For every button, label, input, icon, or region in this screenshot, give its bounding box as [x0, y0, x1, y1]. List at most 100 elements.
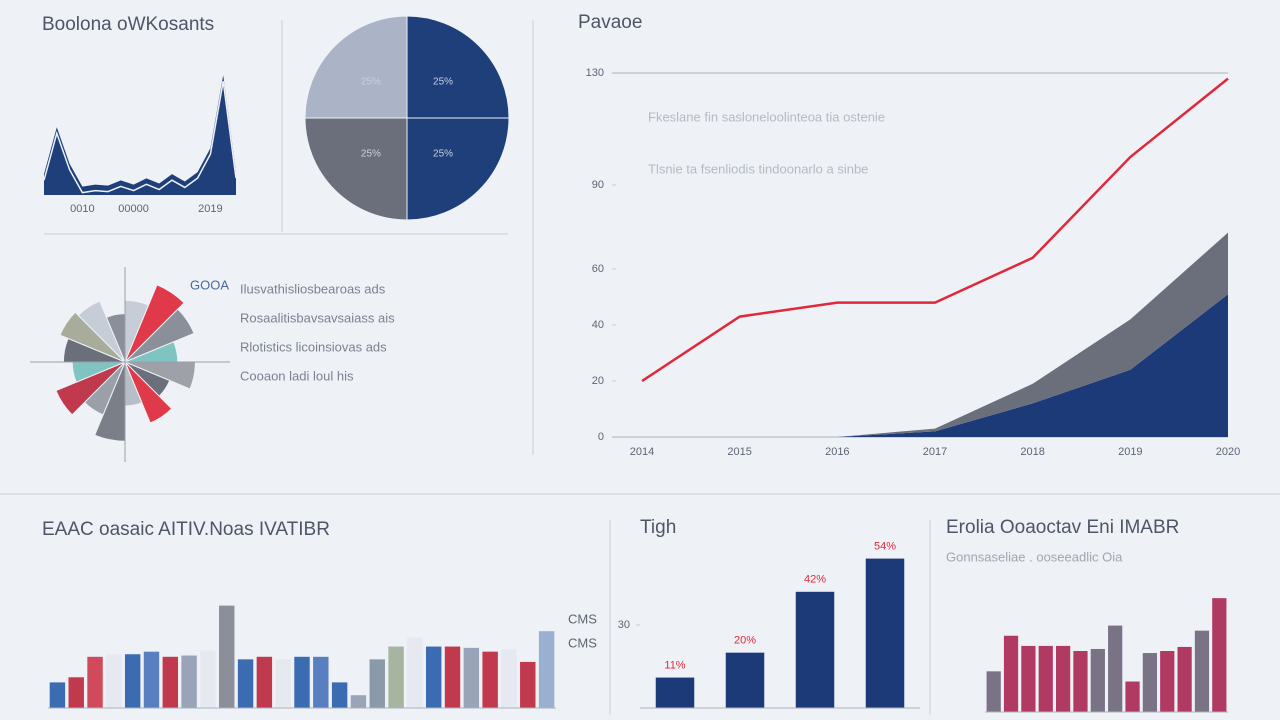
bar — [1021, 645, 1036, 712]
polar-wedge — [124, 308, 195, 363]
x-tick-label: 2018 — [1020, 446, 1044, 458]
x-tick-label: 0010 — [70, 203, 94, 215]
bar — [986, 671, 1001, 712]
bar — [1055, 645, 1071, 712]
annotation: Fkeslane fin sasloneloolinteoa tia osten… — [648, 109, 885, 124]
slice-label: 25% — [361, 77, 381, 88]
chart-title: Tigh — [640, 517, 676, 538]
x-tick-label: 2020 — [1216, 446, 1240, 458]
bar — [87, 656, 103, 708]
polar-wedge — [124, 361, 173, 424]
bar — [68, 677, 84, 708]
bar — [181, 655, 197, 708]
bar — [425, 646, 442, 708]
bar — [482, 651, 498, 708]
chart-title: EAAC oasaic AITIV.Noas IVATIBR — [42, 519, 330, 540]
slice-label: 25% — [433, 77, 453, 88]
bar — [865, 558, 905, 708]
bar — [1073, 651, 1088, 712]
chart-title: Erolia Ooaoctav Eni IMABR — [946, 517, 1179, 538]
annotation: Ilusvathisliosbearoas ads — [240, 281, 386, 296]
annotation: Cooaon ladi loul his — [240, 368, 354, 383]
area — [44, 75, 236, 195]
bar — [237, 659, 254, 708]
chart-title: Boolona oWKosants — [42, 14, 214, 35]
bar — [350, 695, 367, 708]
chart-title: Pavaoe — [578, 12, 642, 33]
pie-slice — [304, 117, 408, 221]
slice-label: 25% — [433, 149, 453, 160]
data-label: 20% — [734, 635, 756, 647]
legend-entry: CMS — [568, 611, 597, 626]
data-label: 54% — [874, 541, 896, 553]
bar — [444, 646, 461, 708]
y-tick-label: 40 — [592, 319, 604, 331]
x-tick-label: 2019 — [198, 203, 222, 215]
y-tick-label: 0 — [598, 431, 604, 443]
y-tick-label: 30 — [618, 619, 630, 631]
x-tick-label: 2014 — [630, 446, 654, 458]
polar-wedge — [77, 300, 126, 363]
line — [641, 77, 1229, 383]
pie-slice — [304, 15, 408, 119]
bar — [275, 659, 291, 708]
area-outline — [43, 81, 237, 194]
bar — [1160, 651, 1175, 712]
annotation: Rlotistics licoinsiovas ads — [240, 339, 387, 354]
data-label: 11% — [664, 659, 685, 671]
bar — [1194, 630, 1210, 712]
bar — [1038, 645, 1053, 712]
chart-subtitle: Gonnsaseliae . ooseeadlic Oia — [946, 549, 1123, 564]
x-tick-label: 2017 — [923, 446, 947, 458]
y-tick-label: 20 — [592, 375, 604, 387]
bar — [331, 682, 348, 708]
bar — [49, 682, 66, 708]
bar — [463, 647, 480, 708]
bar — [725, 652, 765, 708]
x-tick-label: 2015 — [727, 446, 751, 458]
polar-wedge — [124, 284, 185, 363]
bar — [162, 656, 179, 708]
bar — [1090, 648, 1105, 712]
y-tick-label: 90 — [592, 179, 604, 191]
x-tick-label: 2016 — [825, 446, 849, 458]
bar — [106, 654, 122, 708]
pie-slice — [406, 15, 510, 119]
bar — [1108, 625, 1123, 712]
area — [642, 294, 1228, 437]
area — [642, 232, 1228, 437]
y-tick-label: 130 — [586, 67, 604, 79]
bar — [219, 605, 235, 708]
slice-label: 25% — [361, 149, 381, 160]
polar-wedge — [59, 311, 126, 363]
bar — [795, 591, 835, 708]
chart-title: GOOA — [190, 277, 229, 292]
bar — [124, 654, 141, 708]
bar — [1142, 653, 1158, 712]
bar — [294, 656, 310, 708]
bar — [655, 677, 695, 708]
bar — [1003, 635, 1019, 712]
x-tick-label: 2019 — [1118, 446, 1142, 458]
bar — [501, 649, 517, 708]
bar — [1177, 646, 1192, 712]
y-tick-label: 60 — [592, 263, 604, 275]
bar — [520, 661, 536, 708]
legend-entry: CMS — [568, 635, 597, 650]
bar — [200, 650, 216, 708]
bar — [407, 637, 423, 708]
pie-slice — [406, 117, 510, 221]
bar — [388, 646, 404, 708]
bar — [313, 656, 329, 708]
bar — [143, 651, 160, 708]
bar — [1212, 598, 1227, 712]
data-label: 42% — [804, 574, 826, 586]
bar — [1125, 681, 1140, 712]
annotation: Tlsnie ta fsenliodis tindoonarlo a sinbe — [648, 161, 868, 176]
bar — [538, 631, 555, 708]
bar — [369, 659, 385, 708]
polar-wedge — [55, 361, 126, 416]
annotation: Rosaalitisbavsavsaiass ais — [240, 310, 395, 325]
bar — [256, 656, 273, 708]
